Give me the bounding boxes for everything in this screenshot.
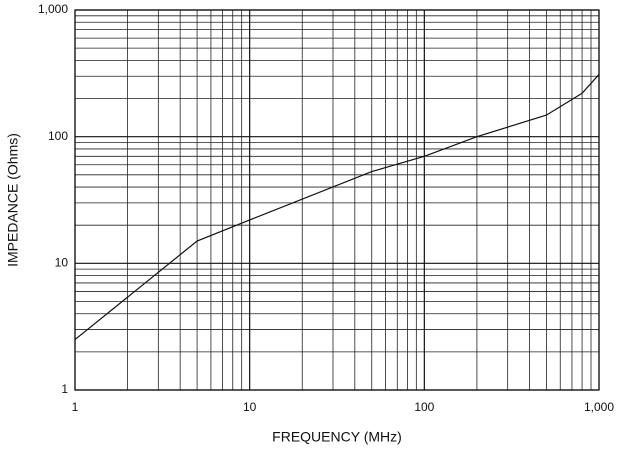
x-tick-label: 100 — [414, 400, 434, 414]
y-tick-label: 100 — [48, 129, 68, 143]
y-tick-label: 1 — [61, 382, 68, 396]
y-tick-label: 10 — [55, 256, 69, 270]
x-axis-title: FREQUENCY (MHz) — [272, 429, 402, 445]
y-axis-title: IMPEDANCE (Ohms) — [5, 133, 21, 267]
y-tick-label: 1,000 — [38, 2, 68, 16]
x-tick-label: 10 — [243, 400, 257, 414]
data-line — [74, 74, 600, 341]
x-tick-label: 1 — [72, 400, 79, 414]
x-tick-label: 1,000 — [584, 400, 614, 414]
plot-frame — [74, 9, 600, 391]
